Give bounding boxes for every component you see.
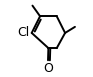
Text: Cl: Cl bbox=[17, 26, 29, 39]
Text: O: O bbox=[43, 62, 53, 75]
